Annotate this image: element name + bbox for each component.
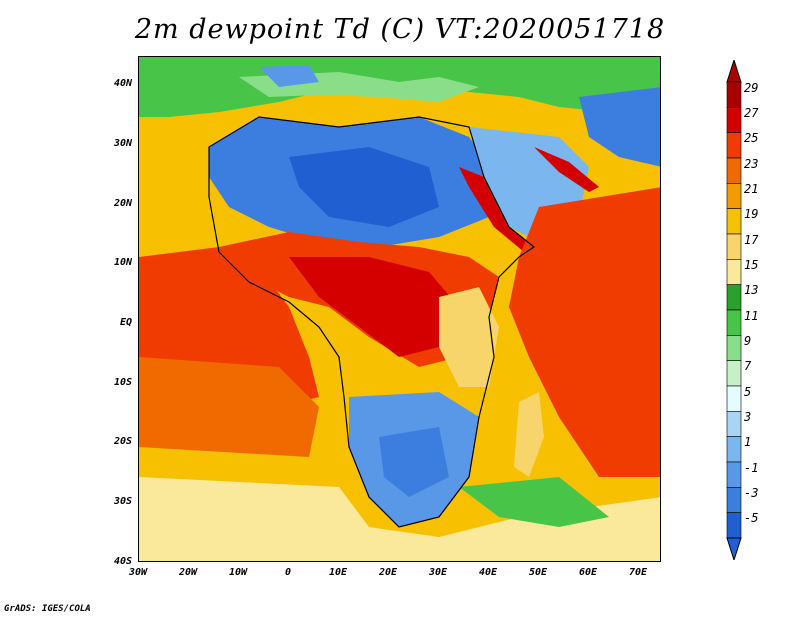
lon-label: 20E <box>378 567 398 578</box>
map-canvas <box>139 57 660 561</box>
lon-label: 40E <box>478 567 498 578</box>
colorbar-label: 25 <box>744 131 759 146</box>
africa-coastline <box>208 116 536 528</box>
colorbar <box>726 60 742 560</box>
colorbar-swatch <box>726 360 742 387</box>
colorbar-top-arrow <box>726 60 742 83</box>
map-title: 2m dewpoint Td (C) VT:2020051718 <box>134 14 666 45</box>
persian-gulf <box>534 147 599 192</box>
colorbar-label: 7 <box>744 359 752 374</box>
lat-label: 40N <box>113 78 132 89</box>
lon-label: 30W <box>128 567 148 578</box>
colorbar-swatch <box>726 259 742 285</box>
lon-label: 10W <box>228 567 248 578</box>
lat-label: 20N <box>113 198 132 209</box>
lat-label: 40S <box>113 556 132 567</box>
lat-label: 30S <box>113 496 132 507</box>
dewpoint-map <box>138 56 661 562</box>
colorbar-swatch <box>726 208 742 235</box>
colorbar-label: 17 <box>744 232 759 247</box>
colorbar-label: 23 <box>744 156 759 171</box>
colorbar-swatch <box>726 183 742 209</box>
colorbar-swatch <box>726 81 742 108</box>
madagascar <box>514 392 544 477</box>
colorbar-label: 15 <box>744 258 759 272</box>
south-indian-green <box>459 477 609 527</box>
credit-text: GrADS: IGES/COLA <box>4 604 91 614</box>
iran-cold <box>579 87 660 167</box>
southern-ocean <box>139 477 660 561</box>
lat-label: 20S <box>113 436 132 447</box>
colorbar-swatch <box>726 487 742 513</box>
colorbar-label: 19 <box>744 207 759 222</box>
colorbar-label: 5 <box>744 384 752 399</box>
colorbar-label: 11 <box>744 308 759 323</box>
colorbar-swatch <box>726 132 742 159</box>
lon-label: 10E <box>328 567 348 578</box>
lat-label: 10N <box>113 257 132 268</box>
colorbar-label: 13 <box>744 283 759 298</box>
lon-label: 60E <box>578 567 598 578</box>
colorbar-swatch <box>726 107 742 133</box>
colorbar-label: 1 <box>744 435 752 450</box>
colorbar-swatch <box>726 309 742 336</box>
red-sea <box>459 167 534 252</box>
lon-label: 30E <box>428 567 448 578</box>
lat-label: 30N <box>113 138 132 149</box>
colorbar-label: 9 <box>744 334 752 348</box>
central-africa <box>289 257 459 357</box>
kalahari <box>379 427 449 497</box>
colorbar-label: 27 <box>744 106 759 120</box>
colorbar-swatch <box>726 512 742 539</box>
colorbar-swatch <box>726 411 742 437</box>
colorbar-label: 3 <box>744 410 752 424</box>
lon-label: 50E <box>528 567 548 578</box>
lon-label: 70E <box>628 567 648 578</box>
east-africa <box>439 287 499 387</box>
lon-label: 20W <box>178 567 198 578</box>
colorbar-bottom-arrow <box>726 537 742 560</box>
atlantic-mid <box>139 357 319 457</box>
colorbar-swatch <box>726 157 742 184</box>
colorbar-label: -1 <box>744 460 759 475</box>
colorbar-swatch <box>726 436 742 463</box>
colorbar-swatch <box>726 385 742 412</box>
iberia-cold <box>259 65 319 87</box>
colorbar-label: -3 <box>744 486 759 500</box>
colorbar-swatch <box>726 461 742 488</box>
indian-ocean <box>509 187 660 477</box>
colorbar-label: 21 <box>744 182 759 196</box>
colorbar-swatch <box>726 335 742 361</box>
colorbar-label: -5 <box>744 511 759 526</box>
sahara-core <box>289 147 439 227</box>
colorbar-swatch <box>726 233 742 260</box>
colorbar-label: 29 <box>744 80 759 95</box>
colorbar-swatch <box>726 284 742 311</box>
lat-label: EQ <box>119 317 132 328</box>
lon-label: 0 <box>284 567 292 578</box>
lat-label: 10S <box>113 377 132 388</box>
